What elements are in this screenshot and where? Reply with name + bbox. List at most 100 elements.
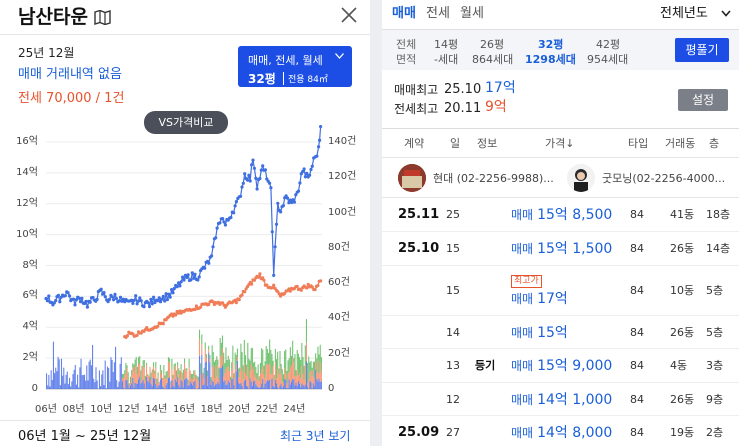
floor: 2층 <box>706 426 724 439</box>
size-26-units: 864세대 <box>472 53 514 66</box>
transaction-row[interactable]: 25.11 25 매매 15억 8,500 84 41동 18층 <box>382 198 739 232</box>
volume-bar-monthly <box>227 355 229 367</box>
transaction-row[interactable]: 13 등기 매매 15억 9,000 84 4동 3층 <box>382 349 739 383</box>
volume-bar-monthly <box>269 339 271 364</box>
size-42-pyeong[interactable]: 42평 <box>596 38 621 51</box>
volume-bar-jeonse <box>123 378 125 388</box>
col-floor[interactable]: 층 <box>709 137 720 150</box>
volume-bar-sale <box>171 380 173 389</box>
contract-month: 25.09 <box>398 425 440 440</box>
agent-name-1[interactable]: 현대 (02-2256-9988)... <box>433 172 554 185</box>
col-day[interactable]: 일 <box>450 137 461 150</box>
volume-bar-sale <box>263 387 265 389</box>
data-point-sale <box>73 303 77 307</box>
col-price[interactable]: 가격↓ <box>545 137 575 150</box>
volume-bar-sale <box>233 384 235 389</box>
volume-bar-sale <box>104 360 106 389</box>
volume-bar-sale <box>182 387 184 389</box>
volume-bar-monthly <box>174 363 176 367</box>
y-right-tick: 80건 <box>328 241 350 253</box>
volume-bar-sale <box>208 352 210 389</box>
volume-bar-sale <box>279 385 281 389</box>
volume-bar-sale <box>236 360 238 389</box>
volume-bar-jeonse <box>255 378 257 385</box>
size-14-pyeong[interactable]: 14평 <box>434 38 459 51</box>
pyeong-toggle-button[interactable]: 평풀기 <box>675 38 729 62</box>
size-26-pyeong[interactable]: 26평 <box>480 38 505 51</box>
rent-status: 전세 70,000 / 1건 <box>18 91 125 106</box>
col-contract[interactable]: 계약 <box>404 137 425 150</box>
volume-bar-jeonse <box>253 367 255 382</box>
transaction-row[interactable]: 25.10 15 매매 15억 1,500 84 26동 14층 <box>382 232 739 266</box>
sale-max-date: 25.10 <box>444 82 482 97</box>
volume-bar-sale <box>318 378 320 389</box>
agent-photo-1[interactable] <box>398 164 426 192</box>
volume-bar-sale <box>280 383 282 389</box>
size-32-pyeong[interactable]: 32평 <box>538 38 564 51</box>
vs-compare-button[interactable]: VS가격비교 <box>144 111 228 134</box>
trade-filter-button[interactable]: 매매, 전세, 월세 32평 전용 84㎡ <box>238 46 352 87</box>
data-point-jeonse <box>283 291 287 295</box>
volume-bar-sale <box>177 377 179 389</box>
tab-sale[interactable]: 매매 <box>392 6 416 21</box>
transaction-row[interactable]: 25.09 27 매매 14억 8,000 84 19동 2층 <box>382 416 739 446</box>
volume-bar-sale <box>276 383 278 389</box>
volume-bar-jeonse <box>227 366 229 381</box>
volume-bar-monthly <box>240 343 242 368</box>
volume-bar-sale <box>89 359 91 389</box>
col-dong[interactable]: 거래동 <box>665 137 696 150</box>
volume-bar-sale <box>125 379 127 389</box>
volume-bar-sale <box>304 384 306 389</box>
agent-name-2[interactable]: 굿모닝(02-2256-4000... <box>602 172 726 185</box>
volume-bar-monthly <box>133 364 135 372</box>
contract-day: 14 <box>446 325 460 339</box>
data-point-sale <box>279 210 283 214</box>
data-point-sale <box>118 295 123 299</box>
volume-bar-monthly <box>294 354 296 376</box>
filter-types: 매매, 전세, 월세 <box>248 54 323 67</box>
volume-bar-monthly <box>305 319 307 344</box>
data-point-sale <box>103 295 107 299</box>
col-type[interactable]: 타입 <box>628 137 649 150</box>
price-chart <box>44 125 323 390</box>
volume-bar-jeonse <box>284 368 286 379</box>
data-point-sale <box>276 201 280 205</box>
transaction-row[interactable]: 12 매매 14억 1,000 84 26동 9층 <box>382 383 739 416</box>
data-point-sale <box>117 299 121 303</box>
data-point-sale <box>270 230 274 234</box>
data-point-sale <box>215 226 219 230</box>
volume-bar-sale <box>274 380 276 389</box>
volume-bar-monthly <box>278 368 280 375</box>
volume-bar-jeonse <box>212 365 214 382</box>
volume-bar-jeonse <box>124 375 126 389</box>
recent-3-years-link[interactable]: 최근 3년 보기 <box>280 429 351 443</box>
agent-photo-2[interactable] <box>567 164 595 192</box>
volume-bar-monthly <box>267 352 270 365</box>
volume-bar-sale <box>111 359 113 389</box>
volume-bar-sale <box>108 368 110 389</box>
tab-monthly[interactable]: 월세 <box>460 6 484 21</box>
map-icon[interactable] <box>94 10 111 25</box>
settings-button[interactable]: 설정 <box>678 89 728 111</box>
data-point-sale <box>261 164 265 168</box>
trade-kind: 매매 <box>511 392 534 407</box>
transaction-row[interactable]: 15 최고가 매매 17억 84 10동 5층 <box>382 266 739 316</box>
tab-jeonse[interactable]: 전세 <box>426 6 450 21</box>
volume-bar-sale <box>209 362 211 389</box>
volume-bar-sale <box>72 374 74 389</box>
volume-bar-jeonse <box>301 366 303 384</box>
volume-bar-monthly <box>216 356 218 377</box>
x-tick: 16년 <box>173 404 195 415</box>
col-info[interactable]: 정보 <box>477 137 498 150</box>
transaction-row[interactable]: 14 매매 15억 84 26동 5층 <box>382 316 739 349</box>
volume-bar-sale <box>180 379 182 389</box>
volume-bar-sale <box>82 375 84 389</box>
close-icon[interactable] <box>340 6 358 24</box>
year-select[interactable]: 전체년도 <box>660 6 708 21</box>
volume-bar-jeonse <box>148 375 150 383</box>
volume-bar-sale <box>155 383 157 389</box>
volume-bar-jeonse <box>288 372 290 380</box>
volume-bar-sale <box>67 384 69 389</box>
volume-bar-sale <box>141 382 143 389</box>
data-point-sale <box>210 254 214 258</box>
